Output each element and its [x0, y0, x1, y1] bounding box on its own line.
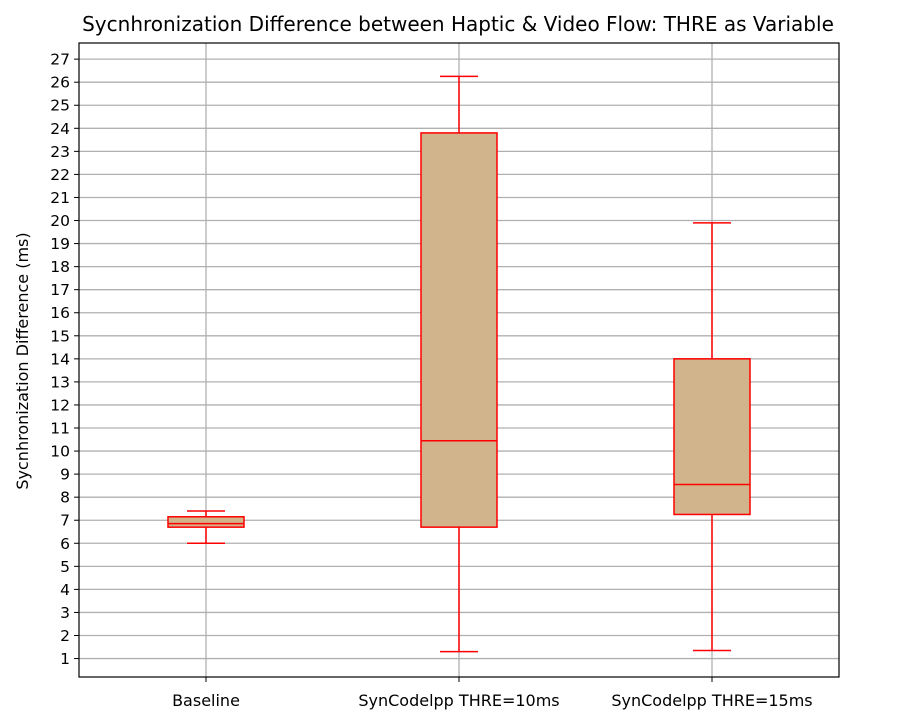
- x-axis-ticks: Baseline SynCodelpp THRE=10ms SynCodelpp T…: [172, 677, 813, 710]
- y-tick-label: 26: [50, 74, 70, 92]
- y-tick-label: 15: [50, 327, 70, 345]
- y-tick-label: 10: [50, 443, 70, 461]
- box-series: [167, 75, 751, 653]
- y-tick-label: 22: [50, 166, 70, 184]
- y-tick-label: 12: [50, 396, 70, 414]
- box-3: [673, 222, 751, 652]
- y-tick-label: 4: [60, 581, 70, 599]
- y-tick-label: 25: [50, 97, 70, 115]
- y-tick-label: 11: [50, 420, 70, 438]
- box-iqr: [420, 132, 498, 528]
- y-tick-label: 27: [50, 51, 70, 69]
- y-tick-label: 24: [50, 120, 70, 138]
- y-tick-label: 20: [50, 212, 70, 230]
- y-tick-label: 7: [60, 512, 70, 530]
- box-1: [167, 510, 245, 545]
- y-tick-label: 17: [50, 281, 70, 299]
- box-iqr: [673, 358, 751, 516]
- y-tick-label: 13: [50, 373, 70, 391]
- y-tick-label: 8: [60, 489, 70, 507]
- y-tick-label: 18: [50, 258, 70, 276]
- y-tick-label: 6: [60, 535, 70, 553]
- y-tick-label: 1: [60, 650, 70, 668]
- x-tick-label: SynCodelpp THRE=10ms: [358, 691, 559, 710]
- y-tick-label: 21: [50, 189, 70, 207]
- y-tick-label: 9: [60, 466, 70, 484]
- box-iqr: [167, 516, 245, 528]
- y-axis-label: Sycnhronization Difference (ms): [13, 232, 32, 489]
- y-tick-label: 23: [50, 143, 70, 161]
- chart-title: Sycnhronization Difference between Hapti…: [82, 12, 834, 36]
- y-tick-label: 3: [60, 604, 70, 622]
- x-tick-label: SynCodelpp THRE=15ms: [611, 691, 812, 710]
- y-axis-ticks: 1234567891011121314151617181920212223242…: [50, 51, 79, 668]
- y-tick-label: 14: [50, 350, 70, 368]
- y-tick-label: 5: [60, 558, 70, 576]
- box-2: [420, 75, 498, 653]
- y-tick-label: 19: [50, 235, 70, 253]
- x-tick-label: Baseline: [172, 691, 240, 710]
- y-tick-label: 2: [60, 627, 70, 645]
- y-tick-label: 16: [50, 304, 70, 322]
